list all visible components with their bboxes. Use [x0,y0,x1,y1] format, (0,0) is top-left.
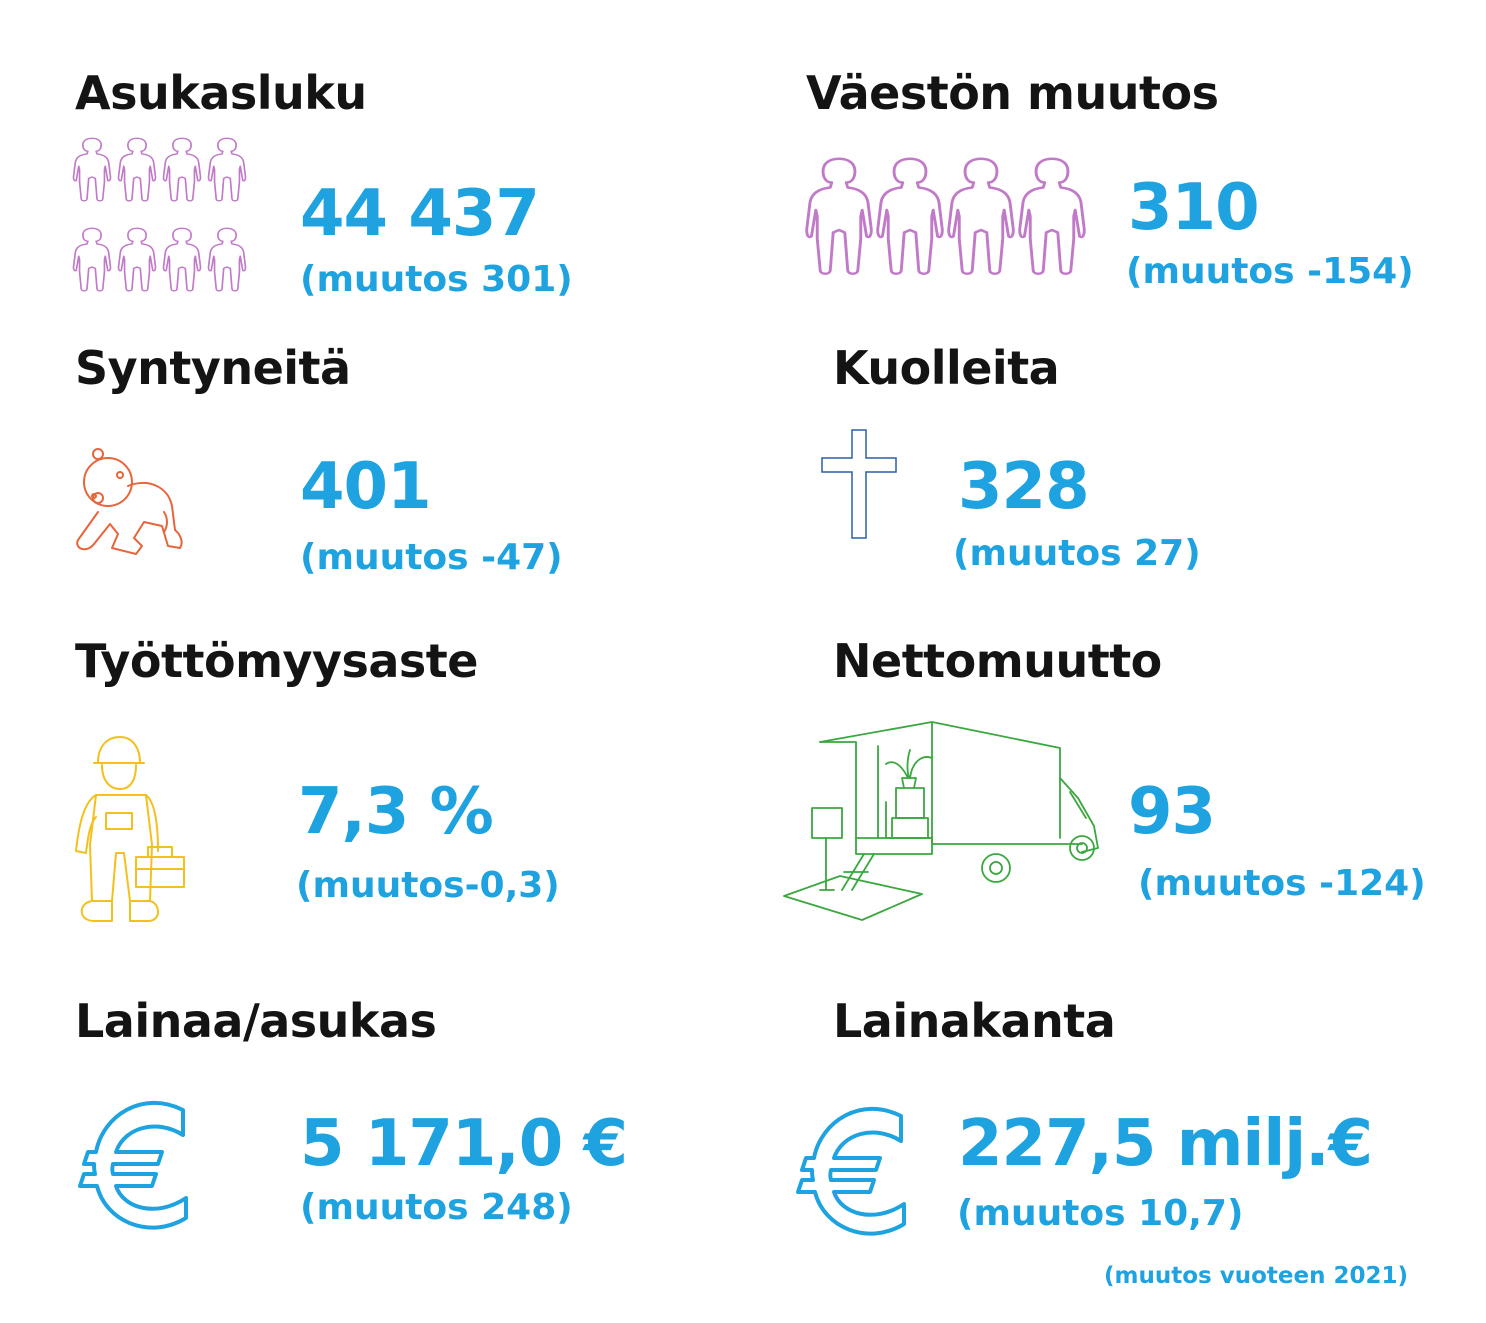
syntyneita-value: 401 [300,450,432,524]
people-group-icon [72,137,247,292]
vaeston-muutos-value: 310 [1128,171,1260,245]
lainaa-asukas-change: (muutos 248) [300,1187,573,1228]
syntyneita-change: (muutos -47) [300,537,563,578]
syntyneita-title: Syntyneitä [75,341,351,395]
kuolleita-title: Kuolleita [833,341,1060,395]
asukasluku-value: 44 437 [300,177,540,251]
asukasluku-title: Asukasluku [75,66,367,120]
vaeston-muutos-title: Väestön muutos [806,66,1219,120]
nettomuutto-title: Nettomuutto [833,634,1162,688]
euro-icon [796,1106,906,1236]
lainakanta-change: (muutos 10,7) [957,1193,1244,1234]
lainakanta-value: 227,5 milj.€ [958,1107,1373,1181]
footnote: (muutos vuoteen 2021) [1104,1263,1408,1289]
tyottomyysaste-value: 7,3 % [298,775,494,849]
tyottomyysaste-change: (muutos-0,3) [296,865,560,906]
worker-icon [75,736,185,922]
kuolleita-change: (muutos 27) [953,533,1201,574]
nettomuutto-value: 93 [1128,775,1216,849]
people-row-icon [805,157,1086,276]
kuolleita-value: 328 [958,450,1090,524]
cross-icon [821,429,897,539]
moving-truck-icon [783,721,1099,921]
lainaa-asukas-title: Lainaa/asukas [75,994,437,1048]
tyottomyysaste-title: Työttömyysaste [75,634,478,688]
asukasluku-change: (muutos 301) [300,259,573,300]
baby-icon [76,448,183,555]
lainakanta-title: Lainakanta [833,994,1116,1048]
euro-icon [78,1100,188,1230]
lainaa-asukas-value: 5 171,0 € [300,1107,628,1181]
vaeston-muutos-change: (muutos -154) [1126,251,1414,292]
nettomuutto-change: (muutos -124) [1138,863,1426,904]
